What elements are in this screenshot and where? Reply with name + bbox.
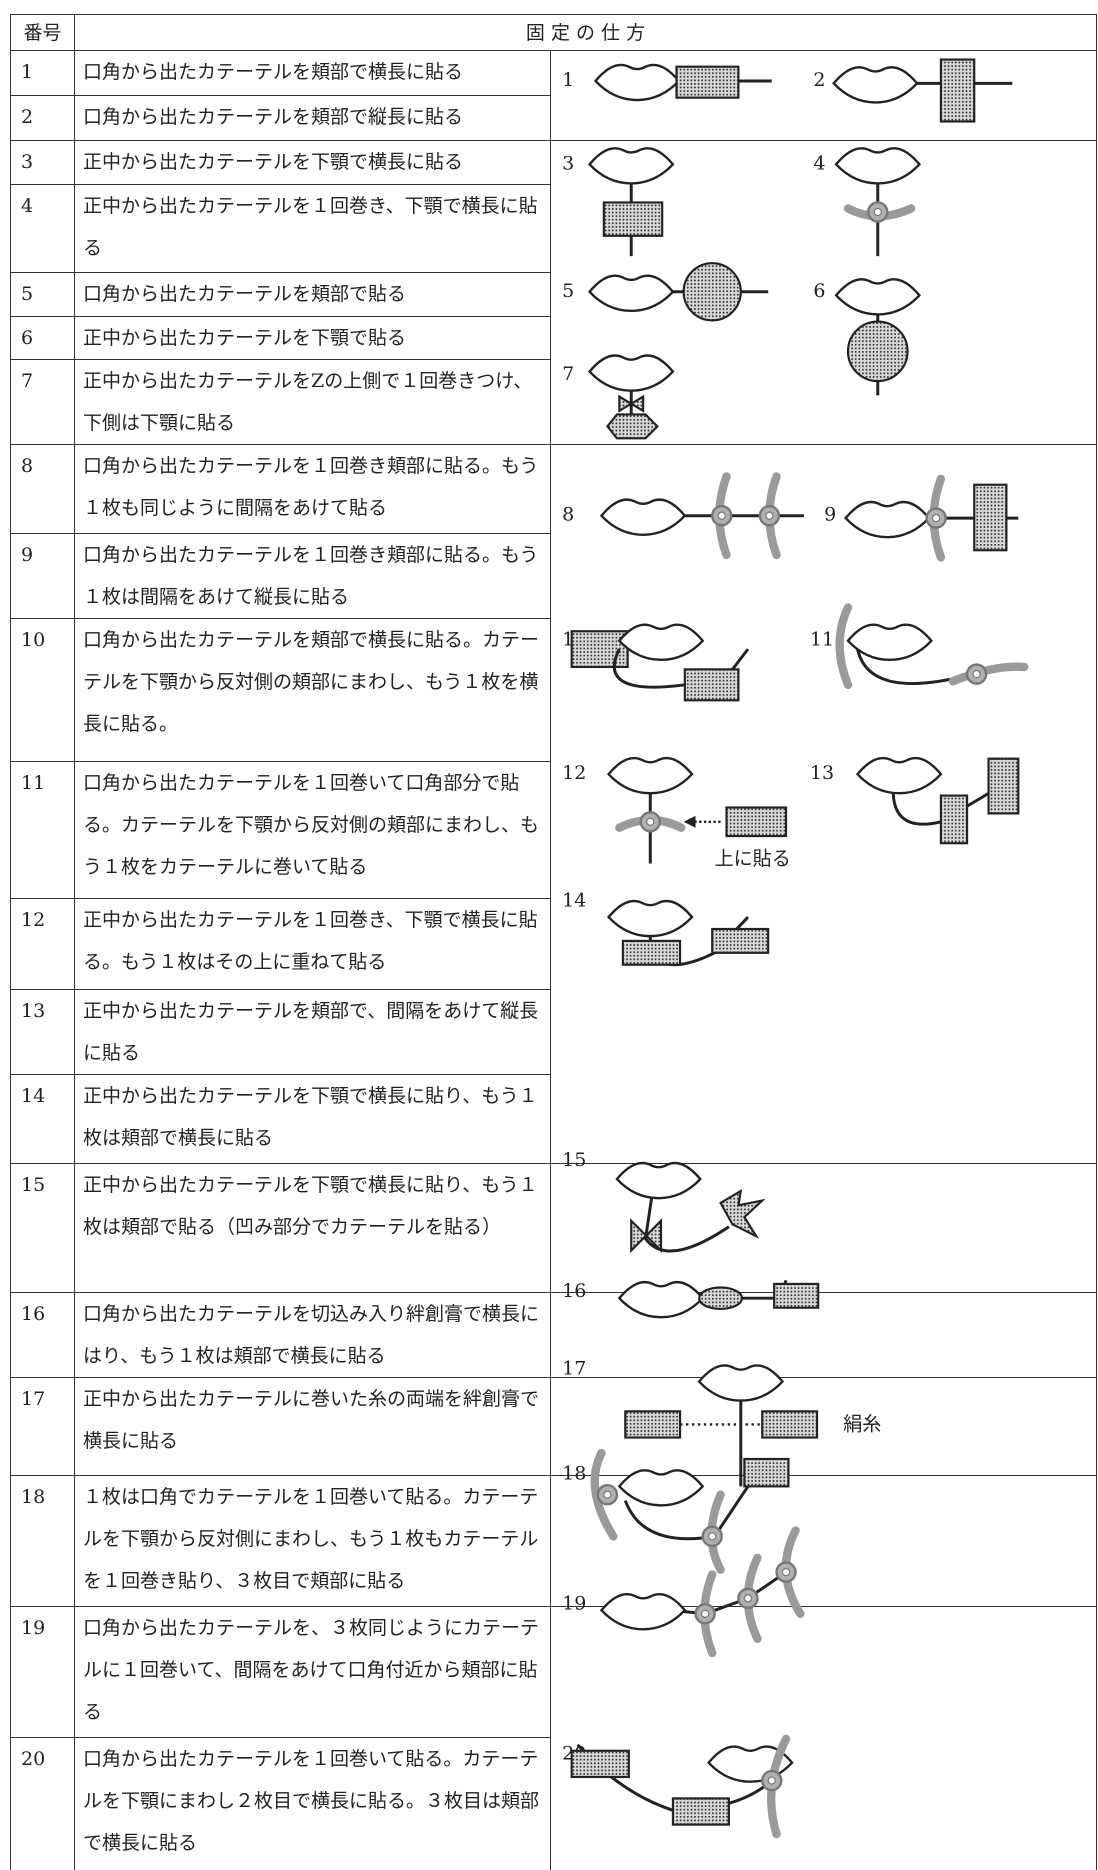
- row-number: 12: [10, 898, 75, 990]
- fixation-table: 番号 固 定 の 仕 方 1 口角から出たカテーテルを頬部で横長に貼る 2 口角から出…: [10, 14, 1098, 1870]
- row-description: 口角から出たカテーテルを、３枚同じようにカテーテルに１回巻いて、間隔をあけて口角…: [74, 1606, 551, 1738]
- figure-cell: [549, 1163, 1098, 1293]
- row-number: 15: [10, 1163, 75, 1293]
- table-row: 15 正中から出たカテーテルを下顎で横長に貼り、もう１枚は頬部で貼る（凹み部分でカ…: [10, 1163, 1098, 1293]
- row-description: 正中から出たカテーテルを下顎で貼る: [74, 316, 551, 360]
- table-row: 2 口角から出たカテーテルを頬部で縦長に貼る: [10, 95, 1097, 141]
- table-row: 8 口角から出たカテーテルを１回巻き頬部に貼る。もう１枚も同じように間隔をあけて貼…: [10, 444, 1098, 1164]
- table-row: 16 口角から出たカテーテルを切込み入り絆創膏で横長にはり、もう１枚は頬部で横長に…: [10, 1292, 1098, 1378]
- row-number: 18: [10, 1475, 75, 1607]
- figure-cell: [549, 1377, 1098, 1476]
- row-description: 口角から出たカテーテルを頬部で貼る: [74, 272, 551, 317]
- row-number: 20: [10, 1737, 75, 1870]
- table-row: 10 口角から出たカテーテルを頬部で横長に貼る。カテーテルを下顎から反対側の頬部に…: [10, 618, 1097, 762]
- row-description: 正中から出たカテーテルを頬部で、間隔をあけて縦長に貼る: [74, 989, 551, 1075]
- row-number: 16: [10, 1292, 75, 1378]
- table-row: 13 正中から出たカテーテルを頬部で、間隔をあけて縦長に貼る: [10, 989, 1097, 1075]
- table-row: 5 口角から出たカテーテルを頬部で貼る: [10, 272, 1097, 317]
- table-row: 7 正中から出たカテーテルをZの上側で１回巻きつけ、下側は下顎に貼る: [10, 359, 1097, 445]
- table-row: 19 口角から出たカテーテルを、３枚同じようにカテーテルに１回巻いて、間隔をあけて…: [10, 1606, 1098, 1870]
- row-description: 口角から出たカテーテルを頬部で横長に貼る。カテーテルを下顎から反対側の頬部にまわ…: [74, 618, 551, 762]
- table-row: 11 口角から出たカテーテルを１回巻いて口角部分で貼る。カテーテルを下顎から反対側…: [10, 761, 1097, 899]
- table-row: 17 正中から出たカテーテルに巻いた糸の両端を絆創膏で横長に貼る: [10, 1377, 1098, 1476]
- figure-cell: [549, 1292, 1098, 1378]
- row-description: 正中から出たカテーテルを１回巻き、下顎で横長に貼る: [74, 184, 551, 273]
- figure-cell: [549, 1475, 1098, 1607]
- row-description: 正中から出たカテーテルをZの上側で１回巻きつけ、下側は下顎に貼る: [74, 359, 551, 445]
- row-number: 2: [10, 95, 75, 141]
- figure-cell: [549, 50, 1098, 141]
- row-description: 正中から出たカテーテルを下顎で横長に貼り、もう１枚は頬部で貼る（凹み部分でカテー…: [74, 1163, 551, 1293]
- header-row: 番号 固 定 の 仕 方: [10, 14, 1098, 51]
- row-description: 口角から出たカテーテルを１回巻き頬部に貼る。もう１枚も同じように間隔をあけて貼る: [74, 444, 551, 534]
- row-description: 正中から出たカテーテルを下顎で横長に貼る: [74, 140, 551, 185]
- row-number: 3: [10, 140, 75, 185]
- table-row: 1 口角から出たカテーテルを頬部で横長に貼る: [10, 50, 1098, 141]
- figure-cell: [549, 444, 1098, 1164]
- row-description: 正中から出たカテーテルを１回巻き、下顎で横長に貼る。もう１枚はその上に重ねて貼る: [74, 898, 551, 990]
- row-number: 19: [10, 1606, 75, 1738]
- row-number: 14: [10, 1074, 75, 1164]
- row-number: 10: [10, 618, 75, 762]
- figure-cell: [549, 1606, 1098, 1870]
- row-number: 13: [10, 989, 75, 1075]
- table-row: 20 口角から出たカテーテルを１回巻いて貼る。カテーテルを下顎にまわし２枚目で横長…: [10, 1737, 1097, 1870]
- row-description: 口角から出たカテーテルを１回巻いて貼る。カテーテルを下顎にまわし２枚目で横長に貼…: [74, 1737, 551, 1870]
- row-number: 4: [10, 184, 75, 273]
- row-number: 7: [10, 359, 75, 445]
- row-number: 6: [10, 316, 75, 360]
- table-body: 番号 固 定 の 仕 方 1 口角から出たカテーテルを頬部で横長に貼る 2 口角から出…: [10, 14, 1098, 1870]
- row-number: 1: [10, 50, 75, 96]
- row-description: 口角から出たカテーテルを頬部で縦長に貼る: [74, 95, 551, 141]
- row-description: 正中から出たカテーテルを下顎で横長に貼り、もう１枚は頬部で横長に貼る: [74, 1074, 551, 1164]
- row-description: １枚は口角でカテーテルを１回巻いて貼る。カテーテルを下顎から反対側にまわし、もう…: [74, 1475, 551, 1607]
- row-description: 口角から出たカテーテルを１回巻き頬部に貼る。もう１枚は間隔をあけて縦長に貼る: [74, 533, 551, 619]
- figure-cell: [549, 140, 1098, 445]
- row-number: 5: [10, 272, 75, 317]
- row-number: 17: [10, 1377, 75, 1476]
- table-row: 14 正中から出たカテーテルを下顎で横長に貼り、もう１枚は頬部で横長に貼る: [10, 1074, 1097, 1164]
- table-row: 6 正中から出たカテーテルを下顎で貼る: [10, 316, 1097, 360]
- row-description: 口角から出たカテーテルを１回巻いて口角部分で貼る。カテーテルを下顎から反対側の頬…: [74, 761, 551, 899]
- row-number: 8: [10, 444, 75, 534]
- header-method: 固 定 の 仕 方: [73, 14, 1098, 51]
- row-description: 口角から出たカテーテルを切込み入り絆創膏で横長にはり、もう１枚は頬部で横長に貼る: [74, 1292, 551, 1378]
- table-row: 3 正中から出たカテーテルを下顎で横長に貼る: [10, 140, 1098, 445]
- row-number: 9: [10, 533, 75, 619]
- table-row: 4 正中から出たカテーテルを１回巻き、下顎で横長に貼る: [10, 184, 1097, 273]
- row-number: 11: [10, 761, 75, 899]
- header-number: 番号: [10, 14, 75, 51]
- table-row: 12 正中から出たカテーテルを１回巻き、下顎で横長に貼る。もう１枚はその上に重ねて…: [10, 898, 1097, 990]
- table-row: 18 １枚は口角でカテーテルを１回巻いて貼る。カテーテルを下顎から反対側にまわし、…: [10, 1475, 1098, 1607]
- row-description: 口角から出たカテーテルを頬部で横長に貼る: [74, 50, 551, 96]
- row-description: 正中から出たカテーテルに巻いた糸の両端を絆創膏で横長に貼る: [74, 1377, 551, 1476]
